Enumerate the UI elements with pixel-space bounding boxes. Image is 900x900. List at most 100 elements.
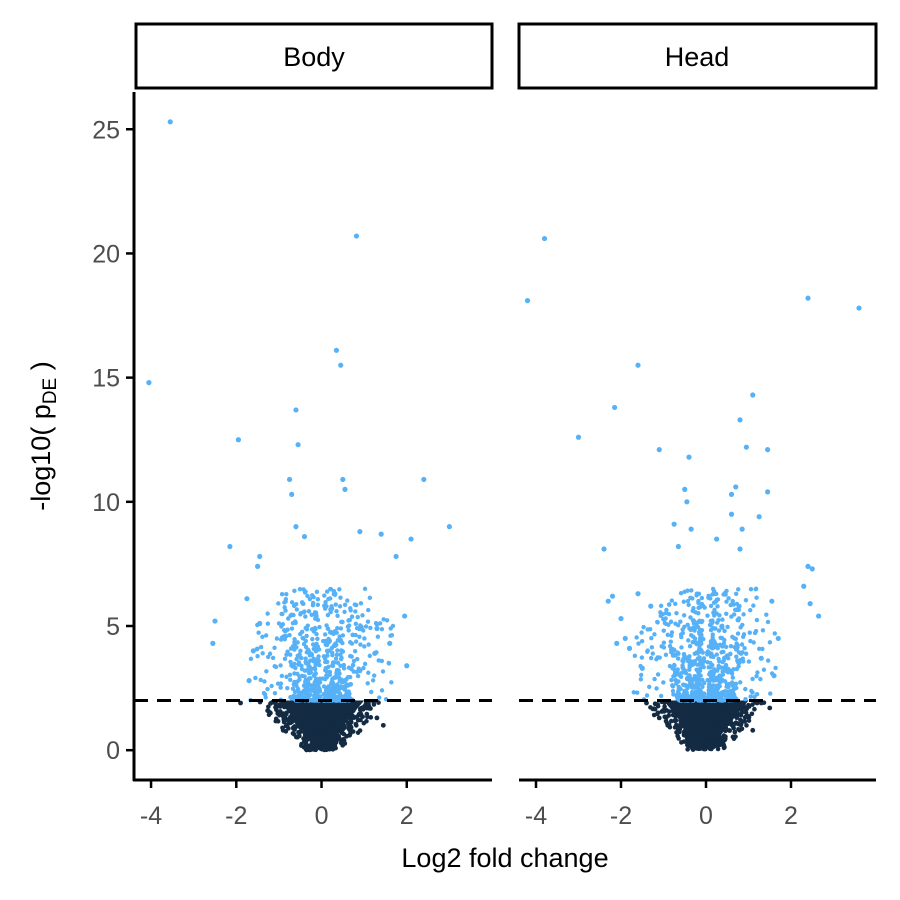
- data-point-nonsignificant: [697, 730, 702, 736]
- data-point-significant: [720, 617, 725, 622]
- data-point-significant: [688, 678, 694, 684]
- data-point-nonsignificant: [302, 701, 308, 707]
- data-point-significant: [358, 642, 363, 647]
- data-point-significant: [754, 595, 759, 600]
- data-point-significant: [314, 589, 320, 595]
- data-point-significant: [355, 614, 360, 620]
- data-point-significant: [669, 677, 674, 683]
- data-point-significant: [338, 362, 344, 368]
- data-point-significant: [706, 593, 711, 598]
- data-point-significant: [353, 632, 358, 638]
- data-point-significant: [726, 681, 732, 687]
- data-point-significant: [695, 656, 701, 661]
- data-point-significant: [305, 647, 311, 652]
- data-point-nonsignificant: [708, 724, 713, 729]
- data-point-nonsignificant: [314, 742, 319, 747]
- data-point-significant: [675, 543, 681, 550]
- data-point-significant: [682, 668, 688, 673]
- data-point-nonsignificant: [303, 746, 309, 752]
- data-point-significant: [329, 688, 334, 694]
- data-point-significant: [289, 663, 294, 668]
- data-point-nonsignificant: [734, 715, 739, 721]
- data-point-significant: [446, 524, 452, 530]
- data-point-significant: [389, 633, 395, 638]
- data-point-significant: [325, 612, 331, 618]
- data-point-significant: [714, 597, 720, 602]
- data-point-significant: [288, 677, 293, 682]
- data-point-significant: [330, 685, 335, 690]
- data-point-significant: [672, 663, 677, 668]
- data-point-significant: [710, 635, 715, 640]
- data-point-significant: [699, 692, 705, 697]
- data-point-significant: [694, 667, 699, 672]
- data-point-significant: [730, 598, 735, 604]
- data-point-significant: [805, 563, 811, 569]
- data-point-significant: [321, 638, 326, 644]
- data-point-significant: [743, 598, 749, 603]
- data-point-significant: [729, 680, 735, 685]
- data-point-significant: [756, 514, 762, 520]
- data-point-significant: [308, 676, 313, 681]
- data-point-significant: [353, 639, 359, 644]
- data-point-significant: [638, 672, 644, 678]
- data-point-significant: [743, 686, 748, 692]
- data-point-significant: [701, 665, 706, 670]
- data-point-significant: [641, 624, 646, 630]
- data-point-nonsignificant: [678, 703, 684, 709]
- data-point-significant: [324, 673, 329, 678]
- data-point-nonsignificant: [712, 739, 717, 744]
- data-point-significant: [655, 619, 660, 625]
- data-point-significant: [345, 598, 350, 603]
- data-point-significant: [343, 683, 349, 688]
- data-point-significant: [167, 119, 173, 125]
- data-point-nonsignificant: [346, 720, 351, 725]
- data-point-significant: [752, 630, 758, 636]
- data-point-nonsignificant: [714, 719, 719, 725]
- data-point-nonsignificant: [722, 715, 728, 720]
- data-point-nonsignificant: [365, 714, 370, 720]
- data-point-nonsignificant: [740, 719, 746, 724]
- data-point-nonsignificant: [727, 703, 732, 708]
- data-point-significant: [708, 677, 714, 682]
- data-point-significant: [679, 634, 684, 640]
- x-tick-label: -4: [140, 802, 162, 830]
- data-point-significant: [764, 612, 769, 617]
- data-point-nonsignificant: [344, 714, 350, 719]
- data-point-significant: [294, 656, 299, 662]
- data-point-significant: [295, 694, 300, 699]
- y-tick-label: 10: [92, 489, 120, 517]
- data-point-nonsignificant: [719, 736, 725, 742]
- data-point-significant: [678, 674, 684, 679]
- data-point-significant: [753, 586, 759, 592]
- data-point-significant: [740, 650, 745, 655]
- data-point-significant: [705, 613, 710, 618]
- data-point-nonsignificant: [313, 711, 319, 717]
- data-point-significant: [758, 655, 764, 661]
- data-point-nonsignificant: [672, 717, 678, 723]
- data-point-nonsignificant: [726, 728, 732, 733]
- data-point-significant: [614, 640, 620, 646]
- data-point-nonsignificant: [300, 705, 306, 711]
- data-point-significant: [278, 663, 283, 668]
- data-point-nonsignificant: [656, 715, 662, 721]
- facet-strip-label-body: Body: [283, 42, 345, 72]
- data-point-significant: [299, 600, 305, 605]
- data-point-significant: [657, 655, 662, 660]
- data-point-significant: [372, 650, 378, 656]
- data-point-significant: [284, 674, 289, 679]
- y-tick-label: 20: [92, 240, 120, 268]
- data-point-significant: [708, 603, 714, 609]
- data-point-significant: [734, 601, 740, 607]
- data-point-significant: [739, 642, 745, 647]
- data-point-significant: [313, 648, 319, 654]
- data-point-nonsignificant: [355, 730, 361, 735]
- data-point-nonsignificant: [341, 714, 346, 720]
- data-point-significant: [680, 630, 686, 636]
- data-point-significant: [668, 639, 674, 644]
- data-point-nonsignificant: [308, 728, 313, 734]
- data-point-significant: [541, 235, 548, 242]
- x-tick-label: 0: [699, 802, 713, 830]
- data-point-significant: [371, 673, 377, 678]
- data-point-significant: [652, 676, 657, 682]
- data-point-significant: [661, 628, 666, 633]
